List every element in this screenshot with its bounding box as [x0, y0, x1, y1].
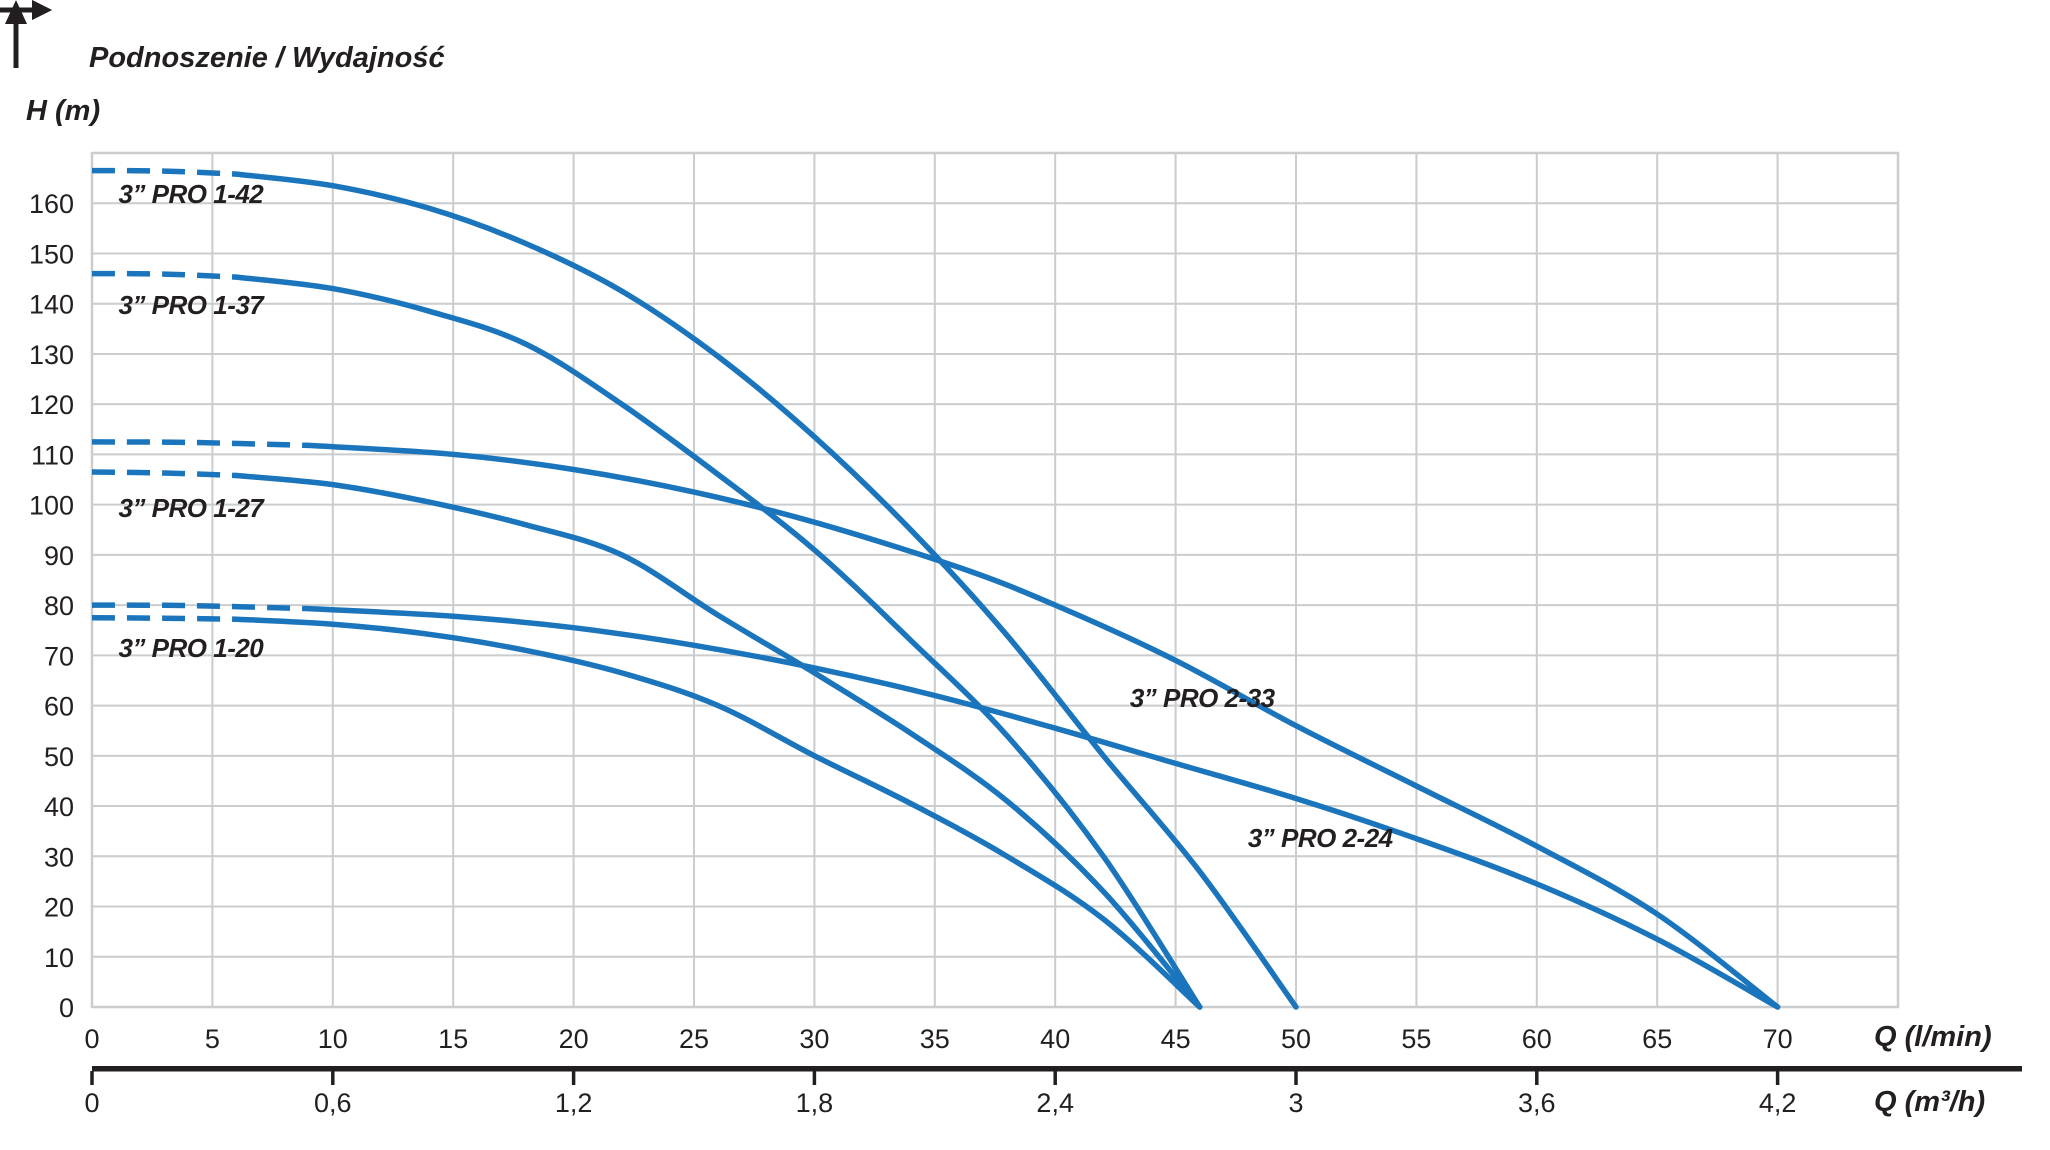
- x-tick-label-lpm: 40: [1040, 1024, 1070, 1054]
- x-tick-label-lpm: 10: [318, 1024, 348, 1054]
- curve-dashed-3-pro-1-20: [91, 614, 237, 622]
- x-tick-mark-m3h: [1535, 1071, 1539, 1085]
- curve-dashed-3-pro-2-24: [91, 602, 309, 612]
- x-tick-label-m3h: 0,6: [314, 1088, 352, 1118]
- x-tick-label-m3h: 1,8: [796, 1088, 834, 1118]
- y-tick-label: 130: [29, 340, 74, 370]
- x-tick-label-m3h: 1,2: [555, 1088, 593, 1118]
- x-tick-mark-m3h: [571, 1071, 576, 1085]
- y-tick-label: 140: [29, 290, 74, 320]
- x-tick-label-m3h: 0: [84, 1088, 99, 1118]
- x-tick-label-lpm: 0: [84, 1024, 99, 1054]
- curve-dashed-3-pro-1-37: [91, 270, 237, 280]
- y-tick-label: 50: [44, 742, 74, 772]
- y-tick-label: 120: [29, 390, 74, 420]
- curve-label-3-pro-1-20: 3” PRO 1-20: [118, 633, 264, 663]
- curve-3-pro-1-27: [233, 472, 1203, 1010]
- x-tick-mark-m3h: [1775, 1071, 1780, 1085]
- right-arrow-icon: [0, 0, 52, 20]
- x-tick-label-lpm: 15: [438, 1024, 468, 1054]
- x-tick-label-lpm: 70: [1763, 1024, 1793, 1054]
- y-tick-label: 150: [29, 239, 74, 269]
- x-tick-label-lpm: 45: [1161, 1024, 1191, 1054]
- x-tick-label-lpm: 30: [799, 1024, 829, 1054]
- x-tick-label-lpm: 55: [1401, 1024, 1431, 1054]
- y-tick-label: 160: [29, 189, 74, 219]
- curve-label-3-pro-2-33: 3” PRO 2-33: [1130, 683, 1276, 713]
- x-tick-mark-m3h: [331, 1071, 335, 1085]
- y-tick-label: 20: [44, 893, 74, 923]
- x-tick-label-m3h: 3,6: [1518, 1088, 1556, 1118]
- y-tick-label: 30: [44, 842, 74, 872]
- y-tick-label: 40: [44, 792, 74, 822]
- x-tick-mark-m3h: [90, 1071, 94, 1085]
- x-axis-unit-label-lpm: Q (l/min): [1874, 1021, 1992, 1053]
- curve-label-3-pro-1-37: 3” PRO 1-37: [118, 290, 265, 320]
- x-tick-label-lpm: 60: [1522, 1024, 1552, 1054]
- x-tick-label-lpm: 25: [679, 1024, 709, 1054]
- y-tick-label: 90: [44, 541, 74, 571]
- chart-title: Podnoszenie / Wydajność: [89, 42, 445, 74]
- x-tick-label-m3h: 3: [1288, 1088, 1303, 1118]
- x-tick-label-lpm: 65: [1642, 1024, 1672, 1054]
- curve-3-pro-1-20: [233, 616, 1203, 1010]
- curve-dashed-3-pro-2-33: [91, 439, 309, 449]
- curve-label-3-pro-1-42: 3” PRO 1-42: [118, 179, 264, 209]
- y-tick-label: 70: [44, 641, 74, 671]
- y-axis-unit-label: H (m): [26, 95, 101, 127]
- curve-label-3-pro-1-27: 3” PRO 1-27: [118, 493, 265, 523]
- x-tick-label-lpm: 35: [920, 1024, 950, 1054]
- curve-dashed-3-pro-1-42: [91, 167, 237, 177]
- curve-dashed-3-pro-1-27: [91, 469, 237, 479]
- x-tick-label-m3h: 4,2: [1759, 1088, 1797, 1118]
- curve-3-pro-2-33: [305, 442, 1781, 1010]
- x-tick-mark-m3h: [812, 1071, 817, 1085]
- y-tick-label: 0: [59, 993, 74, 1023]
- y-tick-label: 110: [31, 440, 74, 470]
- x-tick-mark-m3h: [1053, 1071, 1057, 1085]
- secondary-axis-line: [92, 1066, 2022, 1072]
- x-tick-label-lpm: 5: [205, 1024, 220, 1054]
- plot-frame: [90, 151, 1900, 1009]
- y-tick-label: 80: [44, 591, 74, 621]
- x-tick-label-lpm: 20: [559, 1024, 589, 1054]
- curve-3-pro-1-37: [233, 274, 1203, 1010]
- y-tick-label: 100: [29, 491, 74, 521]
- y-tick-label: 60: [44, 692, 74, 722]
- y-tick-label: 10: [44, 943, 74, 973]
- x-tick-label-lpm: 50: [1281, 1024, 1311, 1054]
- x-tick-label-m3h: 2,4: [1036, 1088, 1074, 1118]
- curve-3-pro-2-24: [305, 605, 1781, 1010]
- x-axis-unit-label-m3h: Q (m³/h): [1874, 1086, 1986, 1118]
- curve-label-3-pro-2-24: 3” PRO 2-24: [1248, 823, 1394, 853]
- x-tick-mark-m3h: [1294, 1071, 1298, 1085]
- curve-3-pro-1-42: [233, 171, 1299, 1010]
